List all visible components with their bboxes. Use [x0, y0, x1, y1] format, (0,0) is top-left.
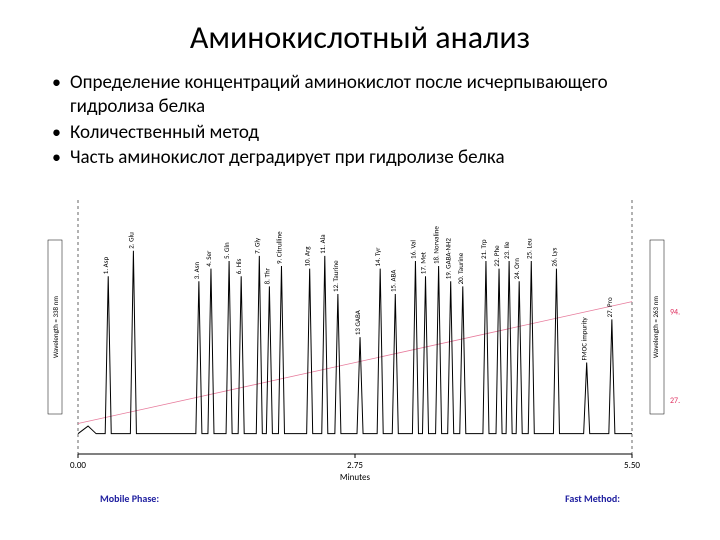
svg-text:5.50: 5.50	[624, 460, 640, 471]
svg-text:27.0: 27.0	[670, 396, 680, 406]
svg-text:9. Citrulline: 9. Citrulline	[274, 231, 283, 264]
footer-row: Mobile Phase: Fast Method:	[40, 492, 680, 505]
svg-text:18. Norvaline: 18. Norvaline	[432, 226, 441, 264]
svg-text:8. Thr: 8. Thr	[262, 267, 271, 284]
svg-text:10. Arg: 10. Arg	[303, 246, 312, 267]
svg-text:24. Orn: 24. Orn	[512, 258, 521, 280]
fast-method-label: Fast Method:	[565, 492, 620, 505]
svg-text:26. Lys: 26. Lys	[549, 247, 558, 266]
left-ylabel: Wavelength = 338 nm	[51, 296, 60, 358]
svg-text:21. Trp: 21. Trp	[479, 239, 488, 259]
svg-text:20. Taurine: 20. Taurine	[456, 252, 465, 284]
bullet-item: Определение концентраций аминокислот пос…	[70, 71, 680, 119]
bullet-item: Часть аминокислот деградирует при гидрол…	[70, 146, 680, 170]
right-ylabel: Wavelength = 263 nm	[651, 296, 660, 358]
svg-text:Minutes: Minutes	[340, 472, 371, 483]
svg-text:14. Tyr: 14. Tyr	[373, 247, 382, 267]
svg-text:15. ABA: 15. ABA	[388, 269, 397, 292]
svg-text:0.00: 0.00	[70, 460, 86, 471]
chromatogram-chart: 0.00 2.75 5.50 Minutes 1. Asp 2. Glu 3. Asn4. …	[40, 190, 680, 490]
bullet-list: Определение концентраций аминокислот пос…	[40, 71, 680, 170]
svg-text:13 GABA: 13 GABA	[353, 309, 362, 335]
svg-text:23. Ile: 23. Ile	[502, 241, 511, 259]
mobile-phase-label: Mobile Phase:	[100, 492, 159, 505]
svg-text:5. Gln: 5. Gln	[222, 242, 231, 259]
chromatogram-svg: 0.00 2.75 5.50 Minutes 1. Asp 2. Glu 3. Asn4. …	[40, 190, 680, 490]
svg-text:16. Val: 16. Val	[408, 240, 417, 259]
svg-text:12. Taurine: 12. Taurine	[331, 260, 340, 292]
page-title: Аминокислотный анализ	[40, 18, 680, 57]
svg-text:3. Asn: 3. Asn	[192, 262, 201, 280]
svg-text:6. His: 6. His	[234, 258, 243, 274]
svg-text:2.75: 2.75	[347, 460, 363, 471]
svg-text:27. Pro: 27. Pro	[605, 297, 614, 317]
svg-text:1. Asp: 1. Asp	[101, 257, 110, 275]
bullet-item: Количественный метод	[70, 121, 680, 145]
svg-text:17. Met: 17. Met	[419, 251, 428, 274]
svg-text:25. Leu: 25. Leu	[524, 238, 533, 259]
svg-text:7. Gly: 7. Gly	[252, 237, 261, 254]
svg-text:4. Ser: 4. Ser	[204, 250, 213, 267]
svg-text:94.8: 94.8	[670, 307, 680, 317]
svg-text:19. GABA-NH2: 19. GABA-NH2	[444, 238, 453, 280]
svg-text:22. Phe: 22. Phe	[492, 245, 501, 267]
svg-text:2. Glu: 2. Glu	[126, 232, 135, 249]
svg-text:FMOC impurity: FMOC impurity	[580, 316, 589, 360]
svg-text:11. Ala: 11. Ala	[318, 234, 327, 253]
